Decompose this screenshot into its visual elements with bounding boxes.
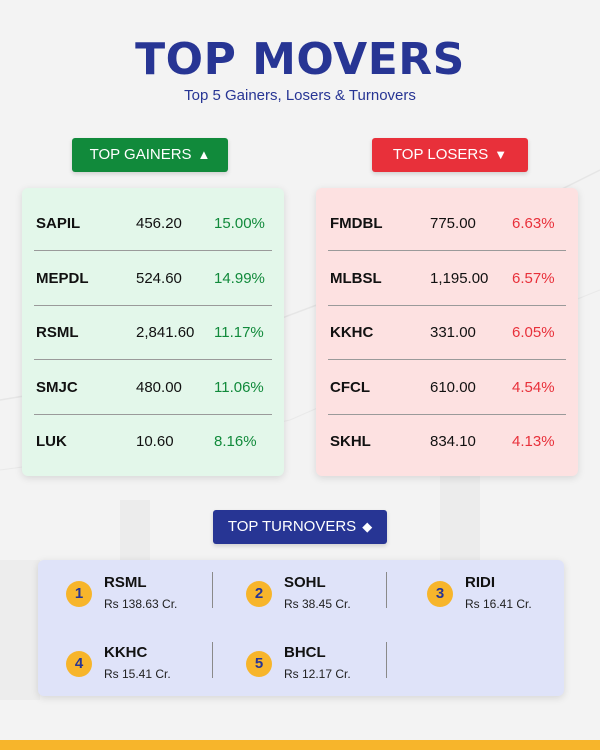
gainer-row: MEPDL 524.60 14.99%	[34, 251, 272, 305]
row-divider	[328, 305, 566, 306]
loser-price: 834.10	[430, 432, 476, 450]
rank-badge: 1	[66, 581, 92, 607]
gainer-row: SAPIL 456.20 15.00%	[34, 196, 272, 250]
gainer-price: 10.60	[136, 432, 174, 450]
gainers-card: SAPIL 456.20 15.00% MEPDL 524.60 14.99% …	[22, 188, 284, 476]
gainer-symbol: SAPIL	[36, 214, 81, 232]
turnover-value: Rs 12.17 Cr.	[284, 667, 351, 681]
turnover-value: Rs 38.45 Cr.	[284, 597, 351, 611]
rank-badge: 4	[66, 651, 92, 677]
loser-row: FMDBL 775.00 6.63%	[328, 196, 566, 250]
top-losers-label: TOP LOSERS ▼	[372, 138, 528, 172]
top-losers-text: TOP LOSERS	[392, 146, 489, 163]
gainer-price: 480.00	[136, 378, 182, 396]
loser-change: 4.13%	[512, 432, 555, 450]
loser-price: 775.00	[430, 214, 476, 232]
turnover-item: 3 RIDI Rs 16.41 Cr.	[427, 572, 577, 616]
diamond-icon: ◆	[362, 519, 373, 534]
loser-price: 1,195.00	[430, 269, 489, 287]
gainer-row: RSML 2,841.60 11.17%	[34, 305, 272, 359]
rank-badge: 5	[246, 651, 272, 677]
turnover-symbol: SOHL	[284, 574, 326, 591]
gainer-price: 2,841.60	[136, 323, 195, 341]
turnover-item: 4 KKHC Rs 15.41 Cr.	[66, 642, 216, 686]
turnover-item: 2 SOHL Rs 38.45 Cr.	[246, 572, 396, 616]
loser-change: 6.63%	[512, 214, 555, 232]
gainer-symbol: SMJC	[36, 378, 78, 396]
gainer-change: 8.16%	[214, 432, 257, 450]
turnover-value: Rs 16.41 Cr.	[465, 597, 532, 611]
loser-symbol: SKHL	[330, 432, 371, 450]
page-subtitle: Top 5 Gainers, Losers & Turnovers	[184, 87, 416, 104]
top-turnovers-text: TOP TURNOVERS	[227, 518, 357, 535]
bottom-accent-bar	[0, 740, 600, 750]
turnover-symbol: BHCL	[284, 644, 326, 661]
top-gainers-text: TOP GAINERS	[89, 146, 192, 163]
loser-symbol: MLBSL	[330, 269, 382, 287]
row-divider	[34, 305, 272, 306]
turnover-value: Rs 138.63 Cr.	[104, 597, 178, 611]
loser-symbol: FMDBL	[330, 214, 383, 232]
column-divider	[212, 642, 213, 678]
gainer-symbol: MEPDL	[36, 269, 89, 287]
triangle-up-icon: ▲	[197, 147, 211, 162]
row-divider	[328, 250, 566, 251]
turnover-value: Rs 15.41 Cr.	[104, 667, 171, 681]
losers-card: FMDBL 775.00 6.63% MLBSL 1,195.00 6.57% …	[316, 188, 578, 476]
loser-row: KKHC 331.00 6.05%	[328, 305, 566, 359]
row-divider	[328, 414, 566, 415]
top-gainers-label: TOP GAINERS ▲	[72, 138, 228, 172]
loser-change: 4.54%	[512, 378, 555, 396]
loser-change: 6.05%	[512, 323, 555, 341]
turnover-item: 5 BHCL Rs 12.17 Cr.	[246, 642, 396, 686]
gainer-change: 14.99%	[214, 269, 265, 287]
top-turnovers-label: TOP TURNOVERS ◆	[213, 510, 387, 544]
gainer-change: 15.00%	[214, 214, 265, 232]
gainer-row: LUK 10.60 8.16%	[34, 414, 272, 468]
gainer-symbol: LUK	[36, 432, 67, 450]
column-divider	[386, 572, 387, 608]
row-divider	[328, 359, 566, 360]
loser-price: 331.00	[430, 323, 476, 341]
gainer-price: 524.60	[136, 269, 182, 287]
gainer-change: 11.17%	[214, 323, 264, 341]
loser-symbol: KKHC	[330, 323, 374, 341]
row-divider	[34, 359, 272, 360]
row-divider	[34, 250, 272, 251]
turnover-symbol: RSML	[104, 574, 147, 591]
row-divider	[34, 414, 272, 415]
loser-row: SKHL 834.10 4.13%	[328, 414, 566, 468]
column-divider	[386, 642, 387, 678]
loser-row: CFCL 610.00 4.54%	[328, 360, 566, 414]
rank-badge: 2	[246, 581, 272, 607]
turnover-item: 1 RSML Rs 138.63 Cr.	[66, 572, 216, 616]
loser-row: MLBSL 1,195.00 6.57%	[328, 251, 566, 305]
turnovers-card: 1 RSML Rs 138.63 Cr. 2 SOHL Rs 38.45 Cr.…	[38, 560, 564, 696]
rank-badge: 3	[427, 581, 453, 607]
turnover-symbol: RIDI	[465, 574, 495, 591]
gainer-symbol: RSML	[36, 323, 79, 341]
gainer-price: 456.20	[136, 214, 182, 232]
page-title: TOP MOVERS	[135, 34, 465, 85]
loser-price: 610.00	[430, 378, 476, 396]
turnover-symbol: KKHC	[104, 644, 148, 661]
loser-symbol: CFCL	[330, 378, 370, 396]
triangle-down-icon: ▼	[494, 147, 508, 162]
gainer-row: SMJC 480.00 11.06%	[34, 360, 272, 414]
column-divider	[212, 572, 213, 608]
gainer-change: 11.06%	[214, 378, 264, 396]
loser-change: 6.57%	[512, 269, 555, 287]
